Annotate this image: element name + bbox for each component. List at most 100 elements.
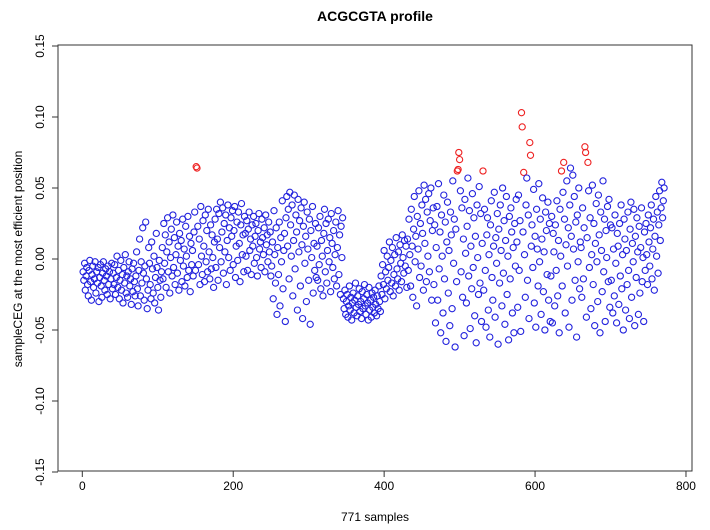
- data-point: [609, 245, 618, 253]
- data-point: [308, 253, 316, 262]
- data-point: [209, 283, 218, 292]
- data-point-outlier: [455, 148, 463, 157]
- data-point: [409, 225, 418, 233]
- data-point: [421, 195, 430, 204]
- data-point: [418, 229, 427, 238]
- data-point: [538, 235, 546, 243]
- data-point: [186, 288, 194, 296]
- data-point: [145, 259, 154, 267]
- data-point: [169, 211, 177, 219]
- data-point: [512, 195, 520, 204]
- data-point: [548, 212, 556, 221]
- data-point: [272, 224, 280, 232]
- data-point: [607, 276, 615, 284]
- data-point: [540, 248, 548, 256]
- data-point: [472, 339, 480, 347]
- data-point: [402, 242, 410, 250]
- data-point: [164, 268, 172, 276]
- data-point: [632, 273, 640, 282]
- data-point: [470, 214, 478, 222]
- data-point: [608, 224, 616, 232]
- data-point: [300, 198, 308, 206]
- data-point: [306, 320, 314, 328]
- data-point: [572, 218, 580, 226]
- data-point: [245, 208, 253, 216]
- data-point: [643, 280, 652, 289]
- data-point: [160, 219, 168, 228]
- data-point: [84, 292, 92, 300]
- data-point: [307, 226, 315, 235]
- data-point: [320, 229, 328, 238]
- data-point: [456, 187, 465, 195]
- data-point: [369, 293, 378, 301]
- data-point: [292, 211, 300, 219]
- data-point: [650, 286, 658, 294]
- data-point: [266, 228, 274, 236]
- data-point: [322, 219, 330, 228]
- data-point: [449, 177, 457, 185]
- data-point: [223, 236, 231, 245]
- data-point: [196, 280, 204, 289]
- data-point: [649, 215, 658, 223]
- data-point: [413, 212, 421, 221]
- data-point: [399, 253, 407, 262]
- data-point: [170, 234, 179, 242]
- data-point: [215, 243, 224, 252]
- data-point: [294, 195, 302, 204]
- data-point: [331, 251, 339, 259]
- data-point: [615, 300, 623, 309]
- data-point: [531, 232, 539, 240]
- data-point: [544, 296, 553, 304]
- data-point: [516, 217, 524, 225]
- data-point: [542, 226, 551, 235]
- data-point: [134, 302, 142, 310]
- data-point: [450, 215, 458, 223]
- data-point: [501, 320, 509, 328]
- data-point: [566, 201, 574, 209]
- data-point: [157, 268, 166, 276]
- data-point: [627, 198, 635, 206]
- data-point: [508, 309, 517, 317]
- data-point: [484, 306, 492, 314]
- data-point: [591, 239, 600, 248]
- x-axis-label: 771 samples: [340, 510, 410, 524]
- data-point: [185, 232, 194, 240]
- data-point: [206, 275, 214, 283]
- data-point: [414, 245, 422, 253]
- data-point: [514, 303, 522, 311]
- data-point: [589, 280, 597, 289]
- data-point: [448, 305, 456, 313]
- data-point: [236, 278, 244, 286]
- y-tick-label: 0.15: [33, 34, 47, 58]
- data-point: [121, 251, 129, 259]
- data-point: [618, 251, 627, 259]
- data-point: [656, 236, 664, 245]
- data-point: [655, 221, 663, 229]
- data-point: [345, 282, 354, 290]
- data-point: [447, 231, 455, 239]
- data-point: [243, 266, 252, 275]
- data-point: [541, 326, 549, 334]
- data-point: [498, 302, 506, 310]
- data-point: [462, 299, 471, 307]
- data-point: [131, 292, 139, 300]
- data-point: [177, 236, 185, 245]
- data-point: [315, 261, 323, 269]
- data-point: [201, 211, 209, 219]
- data-point: [480, 205, 489, 213]
- data-point: [127, 300, 135, 309]
- data-point: [563, 262, 572, 270]
- data-point: [575, 285, 584, 293]
- data-point: [108, 285, 117, 293]
- data-point: [652, 252, 661, 260]
- data-point: [534, 282, 542, 290]
- data-point: [420, 181, 428, 189]
- data-point: [254, 226, 262, 235]
- data-point: [323, 246, 332, 255]
- data-point: [444, 289, 452, 297]
- data-point: [463, 222, 471, 230]
- data-point: [218, 228, 226, 236]
- data-point: [612, 319, 621, 327]
- data-point: [129, 259, 138, 267]
- data-point: [275, 218, 283, 226]
